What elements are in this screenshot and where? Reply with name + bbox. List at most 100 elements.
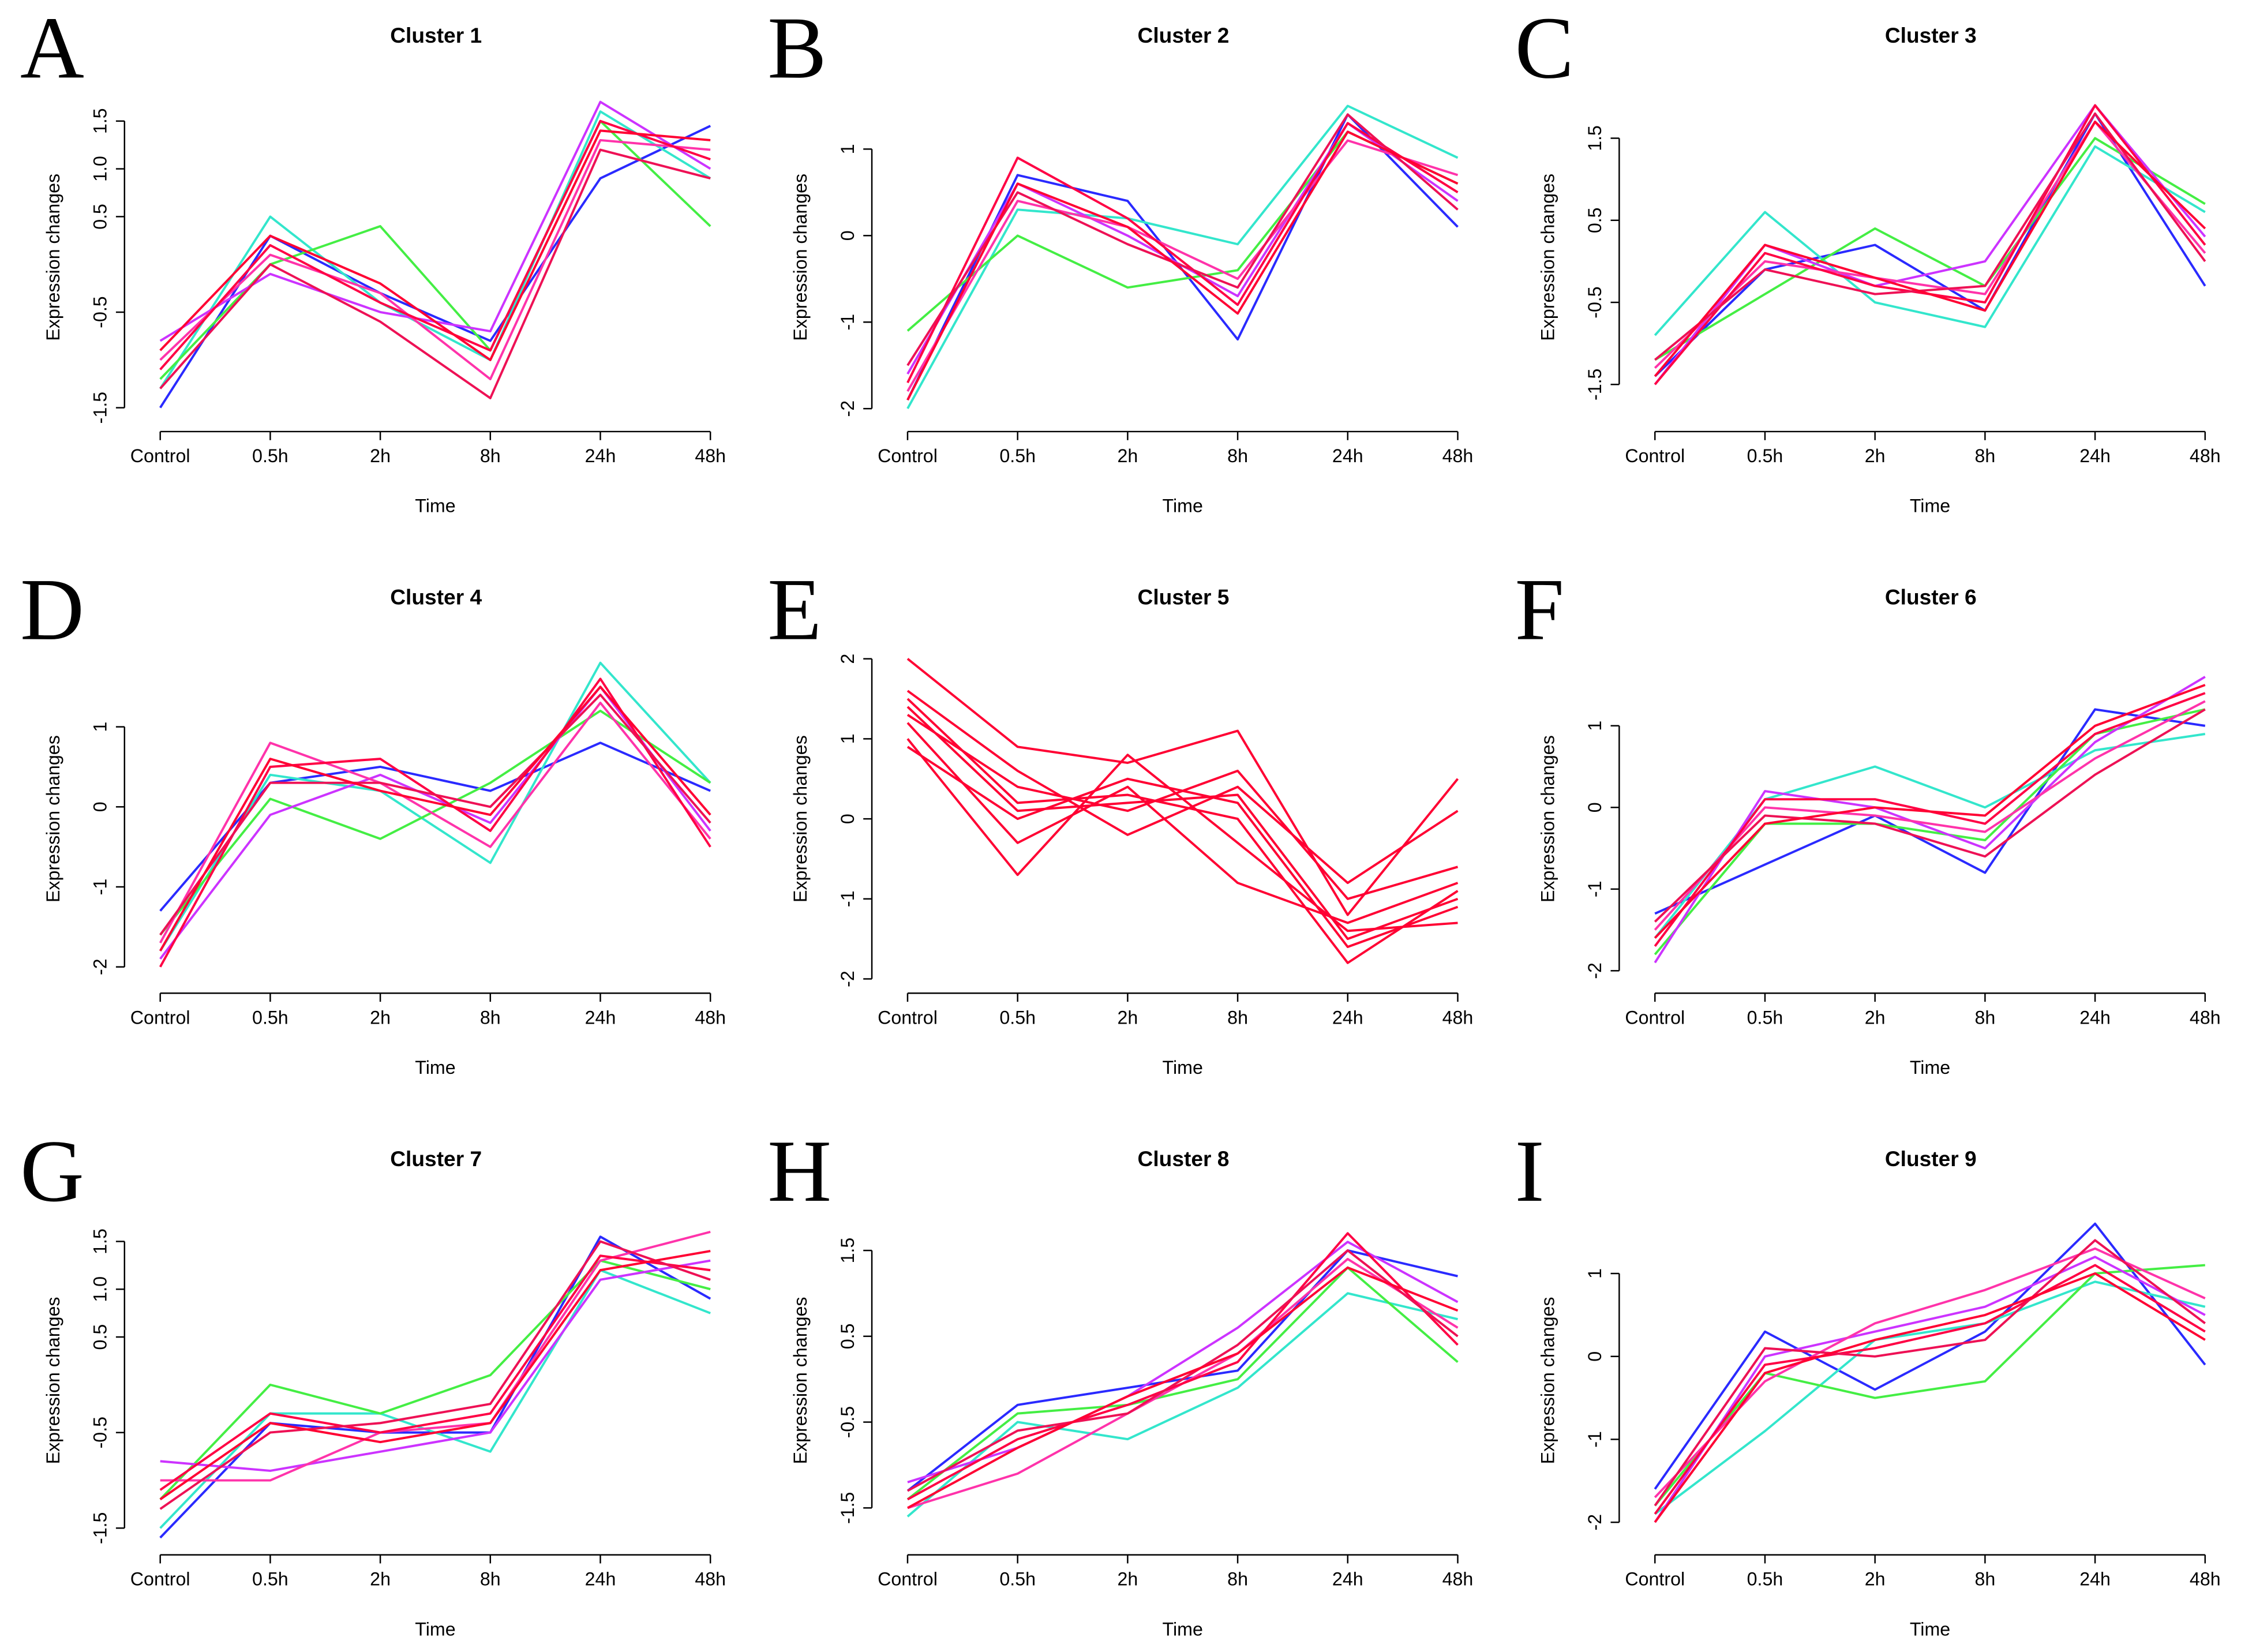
panel-letter: I (1515, 1122, 1545, 1220)
y-tick-label: 0 (90, 801, 111, 812)
series-line (159, 1250, 711, 1501)
x-tick-label: 24h (585, 1569, 616, 1590)
panel-letter: G (20, 1122, 84, 1220)
y-tick-label: 1.5 (90, 108, 111, 134)
series-line (1654, 137, 2206, 361)
x-axis-label: Time (1910, 1057, 1950, 1078)
series-line (159, 119, 711, 380)
y-tick-label: 1 (837, 733, 858, 744)
y-tick-label: 0.5 (837, 1323, 858, 1349)
x-tick-label: 8h (1227, 445, 1248, 466)
x-tick-label: 8h (1227, 1007, 1248, 1028)
y-tick-label: 1.5 (837, 1238, 858, 1264)
panel-title: Cluster 6 (1885, 585, 1977, 609)
series-line (906, 722, 1459, 924)
x-tick-label: 48h (2190, 445, 2221, 466)
series-line (159, 702, 711, 944)
series-line (1654, 1247, 2206, 1499)
y-tick-label: -1.5 (1584, 369, 1605, 400)
series-line (906, 690, 1459, 885)
x-tick-label: Control (1625, 1569, 1685, 1590)
panel: D Cluster 4 -2 -1 0 1 Control 0.5h 2h 8h 24h 48h Tim… (20, 561, 726, 1078)
panel: G Cluster 7 -1.5 -0.5 0.5 1.0 1.5 Control 0.5h 2h… (20, 1122, 726, 1639)
x-tick-label: 8h (480, 1007, 501, 1028)
series-line (1654, 708, 2206, 915)
y-tick-label: 1.5 (1584, 125, 1605, 151)
x-tick-label: 0.5h (1747, 1569, 1783, 1590)
x-tick-label: Control (878, 1007, 938, 1028)
x-tick-label: 48h (695, 445, 726, 466)
y-axis-label: Expression changes (790, 174, 811, 341)
series-line (907, 1266, 1459, 1509)
x-tick-label: 48h (695, 1007, 726, 1028)
y-tick-label: -0.5 (1584, 286, 1605, 318)
series-line (907, 1249, 1459, 1492)
series-line (160, 1230, 711, 1482)
series-line (1654, 1280, 2206, 1515)
x-tick-label: 0.5h (252, 1569, 288, 1590)
y-tick-label: 1 (90, 722, 111, 732)
x-tick-label: Control (130, 1569, 190, 1590)
series-line (1654, 708, 2206, 923)
x-axis-label: Time (415, 496, 455, 516)
series-line (1654, 1264, 2205, 1507)
y-tick-label: 0 (1584, 1351, 1605, 1362)
panel: F Cluster 6 -2 -1 0 1 Control 0.5h 2h 8h 24h 48h Tim… (1515, 561, 2221, 1078)
x-tick-label: 8h (1227, 1569, 1248, 1590)
x-tick-label: 48h (1442, 1007, 1474, 1028)
panel-title: Cluster 7 (390, 1147, 482, 1171)
y-tick-label: 0.5 (90, 204, 111, 230)
y-tick-label: 0 (837, 814, 858, 824)
x-tick-label: 48h (1442, 445, 1474, 466)
y-tick-label: -1 (837, 890, 858, 907)
x-tick-label: 24h (2079, 1007, 2111, 1028)
x-tick-label: 48h (2190, 1569, 2221, 1590)
panel-letter: F (1515, 561, 1564, 659)
series-line (906, 1292, 1458, 1518)
panel: B Cluster 2 -2 -1 0 1 Control 0.5h 2h 8h 24h 48h Tim… (767, 0, 1473, 516)
y-tick-label: -2 (1584, 962, 1605, 979)
series-line (906, 104, 1459, 410)
x-tick-label: 0.5h (999, 445, 1036, 466)
x-tick-label: 2h (370, 1007, 391, 1028)
panel-letter: D (20, 561, 84, 659)
series-line (159, 709, 711, 936)
y-tick-label: -1.5 (837, 1492, 858, 1524)
series-line (159, 100, 711, 342)
panel: E Cluster 5 -2 -1 0 1 2 Control 0.5h 2h 8h 24h 48h Ti… (767, 561, 1473, 1078)
series-line (1654, 1272, 2206, 1523)
x-axis-label: Time (1163, 1057, 1203, 1078)
series-line (1654, 1264, 2206, 1515)
series-line (1654, 121, 2206, 369)
series-line (160, 1259, 711, 1472)
panel: A Cluster 1 -1.5 -0.5 0.5 1.0 1.5 Control 0.5h 2h… (20, 0, 726, 516)
series-line (159, 1269, 711, 1529)
x-tick-label: 24h (2079, 445, 2111, 466)
x-tick-label: 0.5h (999, 1569, 1036, 1590)
x-tick-label: 2h (370, 1569, 391, 1590)
x-tick-label: 24h (1332, 445, 1363, 466)
panel-letter: A (20, 0, 84, 97)
x-tick-label: Control (1625, 1007, 1685, 1028)
y-axis-label: Expression changes (1537, 735, 1558, 902)
y-tick-label: 1 (1584, 1268, 1605, 1279)
x-axis-label: Time (415, 1619, 455, 1639)
x-tick-label: Control (130, 445, 190, 466)
x-axis-label: Time (1163, 1619, 1203, 1639)
panel-title: Cluster 3 (1885, 23, 1977, 47)
series-line (1654, 684, 2206, 939)
panel-letter: H (767, 1122, 831, 1220)
series-line (159, 125, 711, 409)
x-tick-label: 2h (370, 445, 391, 466)
x-tick-label: 2h (1117, 445, 1138, 466)
x-tick-label: 2h (1865, 1569, 1886, 1590)
series-line (159, 685, 711, 960)
panel-title: Cluster 5 (1138, 585, 1230, 609)
x-tick-label: 2h (1117, 1007, 1138, 1028)
series-line (906, 658, 1459, 916)
x-tick-label: 2h (1865, 445, 1886, 466)
y-axis-label: Expression changes (790, 1297, 811, 1464)
panel-title: Cluster 4 (390, 585, 482, 609)
y-tick-label: 1 (837, 144, 858, 154)
